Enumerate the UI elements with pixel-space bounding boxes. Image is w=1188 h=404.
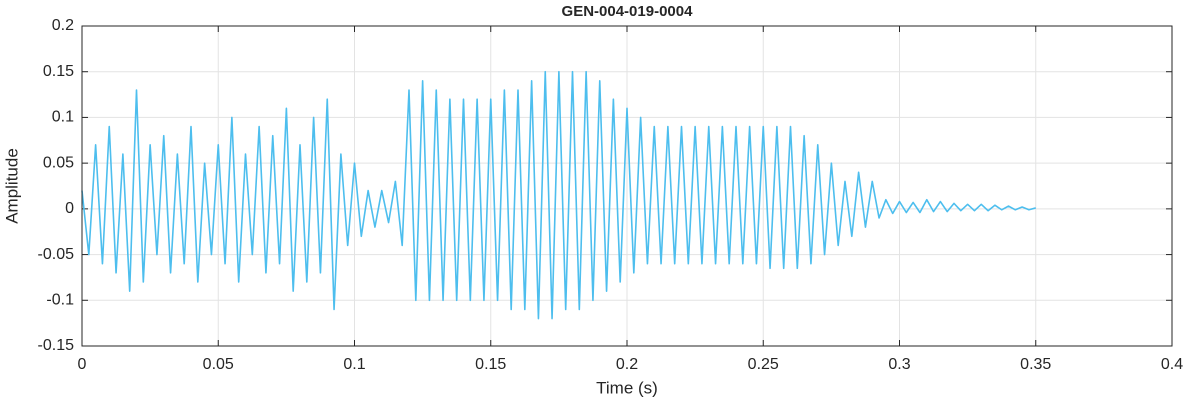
x-axis-label: Time (s) [596,378,658,397]
x-tick-label: 0.4 [1161,356,1183,373]
x-tick-label: 0.05 [203,356,234,373]
y-tick-label: 0.1 [52,109,74,126]
x-tick-label: 0.25 [748,356,779,373]
y-tick-label: 0.2 [52,17,74,34]
waveform-line [81,70,1036,320]
chart-title: GEN-004-019-0004 [562,3,694,20]
y-tick-label: 0.05 [43,154,74,171]
x-tick-label: 0.3 [888,356,910,373]
x-tick-label: 0.1 [343,356,365,373]
y-tick-label: -0.05 [38,246,75,263]
y-tick-label: 0.15 [43,63,74,80]
x-tick-label: 0.15 [475,356,506,373]
y-axis-label: Amplitude [2,148,21,224]
plot-frame [81,25,1173,347]
y-tick-label: 0 [65,200,74,217]
y-tick-label: -0.1 [46,292,74,309]
y-tick-label: -0.15 [38,337,75,354]
x-tick-label: 0.2 [616,356,638,373]
x-tick-label: 0 [78,356,87,373]
x-tick-label: 0.35 [1020,356,1051,373]
